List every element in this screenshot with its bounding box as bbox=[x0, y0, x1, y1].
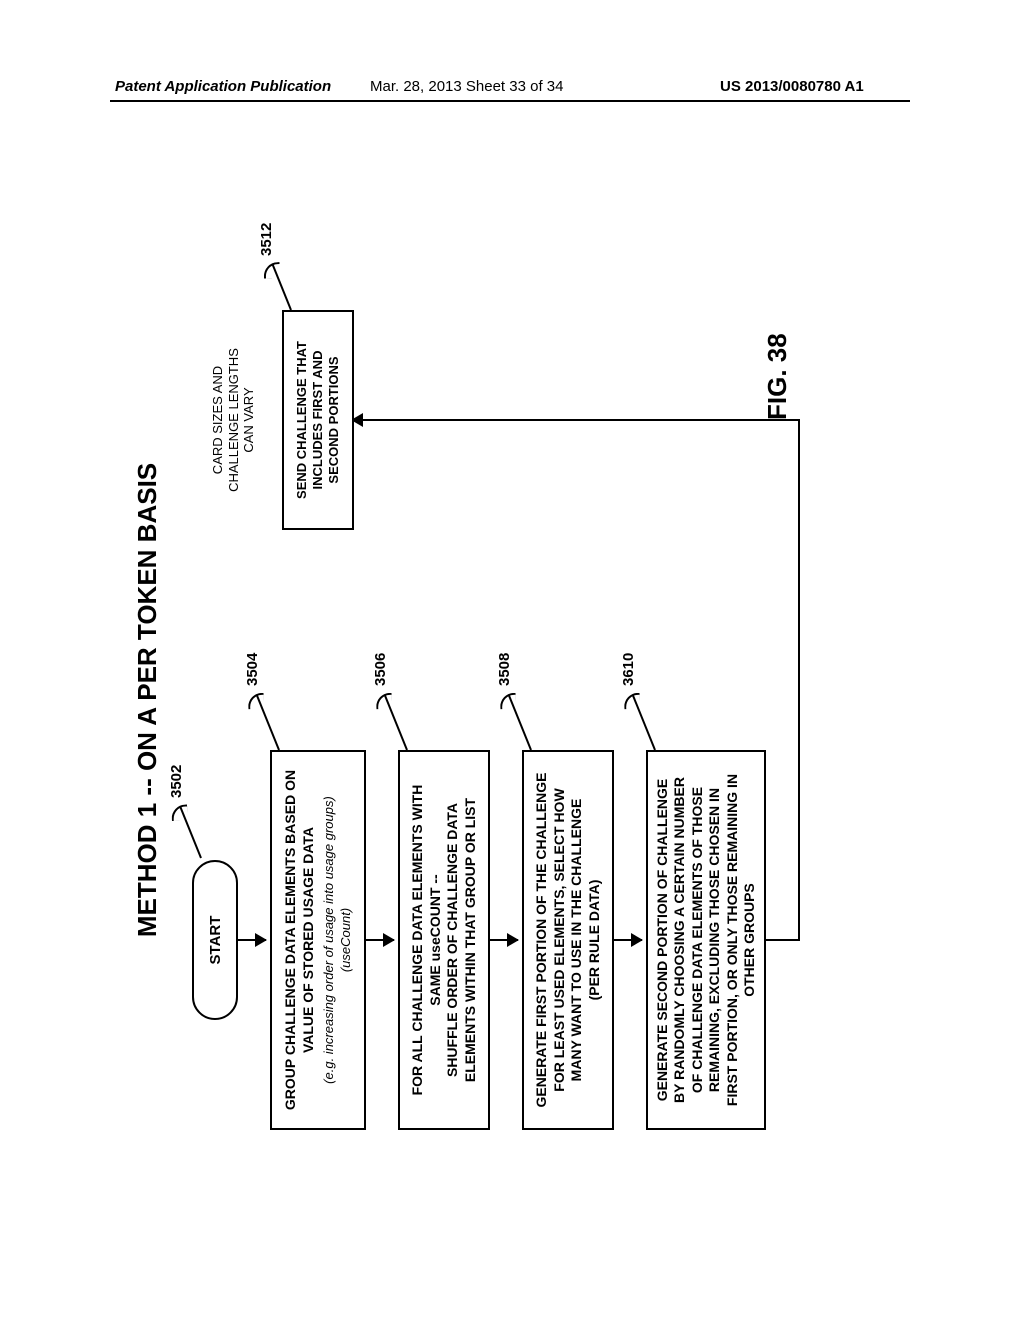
box-3610-line1: GENERATE SECOND PORTION OF CHALLENGE bbox=[654, 779, 672, 1102]
leader-3504 bbox=[256, 694, 280, 750]
header-rule bbox=[110, 100, 910, 102]
box-3610-line2: BY RANDOMLY CHOOSING A CERTAIN NUMBER bbox=[671, 777, 689, 1103]
box-3512-line3: SECOND PORTIONS bbox=[326, 356, 342, 483]
leader-3502 bbox=[179, 806, 202, 859]
conn-up bbox=[365, 419, 800, 421]
box-3610: GENERATE SECOND PORTION OF CHALLENGE BY … bbox=[646, 750, 766, 1130]
ref-3502: 3502 bbox=[168, 765, 185, 798]
header-left: Patent Application Publication bbox=[115, 78, 331, 95]
arrow-start-to-3504 bbox=[238, 939, 266, 941]
page: Patent Application Publication Mar. 28, … bbox=[0, 0, 1024, 1320]
leader-3506 bbox=[384, 694, 408, 750]
ref-3506: 3506 bbox=[372, 653, 389, 686]
ref-3512: 3512 bbox=[258, 223, 275, 256]
conn-across bbox=[798, 421, 800, 941]
leader-3508 bbox=[508, 694, 532, 750]
box-3506-line3: SHUFFLE ORDER OF CHALLENGE DATA bbox=[444, 803, 462, 1077]
leader-3512 bbox=[271, 263, 292, 310]
arrow-3508-to-3610 bbox=[614, 939, 642, 941]
box-3508-line1: GENERATE FIRST PORTION OF THE CHALLENGE bbox=[533, 773, 551, 1108]
figure-caption: FIG. 38 bbox=[762, 333, 793, 420]
conn-down bbox=[766, 939, 800, 941]
box-3610-line4: REMAINING, EXCLUDING THOSE CHOSEN IN bbox=[706, 788, 724, 1092]
box-3610-line6: OTHER GROUPS bbox=[741, 883, 759, 997]
box-3610-line5: FIRST PORTION, OR ONLY THOSE REMAINING I… bbox=[724, 774, 742, 1106]
ref-3508: 3508 bbox=[496, 653, 513, 686]
header-middle: Mar. 28, 2013 Sheet 33 of 34 bbox=[370, 78, 563, 95]
start-label: START bbox=[207, 916, 224, 965]
box-3508-line4: (PER RULE DATA) bbox=[586, 880, 604, 1001]
box-3508-line2: FOR LEAST USED ELEMENTS, SELECT HOW bbox=[551, 788, 569, 1091]
ref-3610: 3610 bbox=[620, 653, 637, 686]
diagram-stage: METHOD 1 -- ON A PER TOKEN BASIS START 3… bbox=[132, 150, 892, 1250]
diagram-title: METHOD 1 -- ON A PER TOKEN BASIS bbox=[132, 150, 163, 1250]
box-3508: GENERATE FIRST PORTION OF THE CHALLENGE … bbox=[522, 750, 614, 1130]
box-3512: SEND CHALLENGE THAT INCLUDES FIRST AND S… bbox=[282, 310, 354, 530]
box-3512-line1: SEND CHALLENGE THAT bbox=[294, 341, 310, 499]
box-3504-line1: GROUP CHALLENGE DATA ELEMENTS BASED ON bbox=[282, 770, 300, 1110]
box-3506-line2: SAME useCOUNT -- bbox=[427, 874, 445, 1005]
box-3506: FOR ALL CHALLENGE DATA ELEMENTS WITH SAM… bbox=[398, 750, 490, 1130]
box-3506-line1: FOR ALL CHALLENGE DATA ELEMENTS WITH bbox=[409, 785, 427, 1096]
box-3512-line2: INCLUDES FIRST AND bbox=[310, 351, 326, 490]
leader-3610 bbox=[632, 694, 656, 750]
header-right: US 2013/0080780 A1 bbox=[720, 78, 864, 95]
box-3504-sub: (e.g. increasing order of usage into usa… bbox=[321, 796, 354, 1084]
box-3504: GROUP CHALLENGE DATA ELEMENTS BASED ON V… bbox=[270, 750, 366, 1130]
note-card-sizes: CARD SIZES AND CHALLENGE LENGTHS CAN VAR… bbox=[210, 330, 257, 510]
arrow-3506-to-3508 bbox=[490, 939, 518, 941]
box-3504-line2: VALUE OF STORED USAGE DATA bbox=[300, 827, 318, 1053]
start-node: START bbox=[192, 860, 238, 1020]
box-3506-line4: ELEMENTS WITHIN THAT GROUP OR LIST bbox=[462, 798, 480, 1082]
arrow-3504-to-3506 bbox=[366, 939, 394, 941]
ref-3504: 3504 bbox=[244, 653, 261, 686]
box-3610-line3: OF CHALLENGE DATA ELEMENTS OF THOSE bbox=[689, 787, 707, 1093]
box-3508-line3: MANY WANT TO USE IN THE CHALLENGE bbox=[568, 799, 586, 1082]
